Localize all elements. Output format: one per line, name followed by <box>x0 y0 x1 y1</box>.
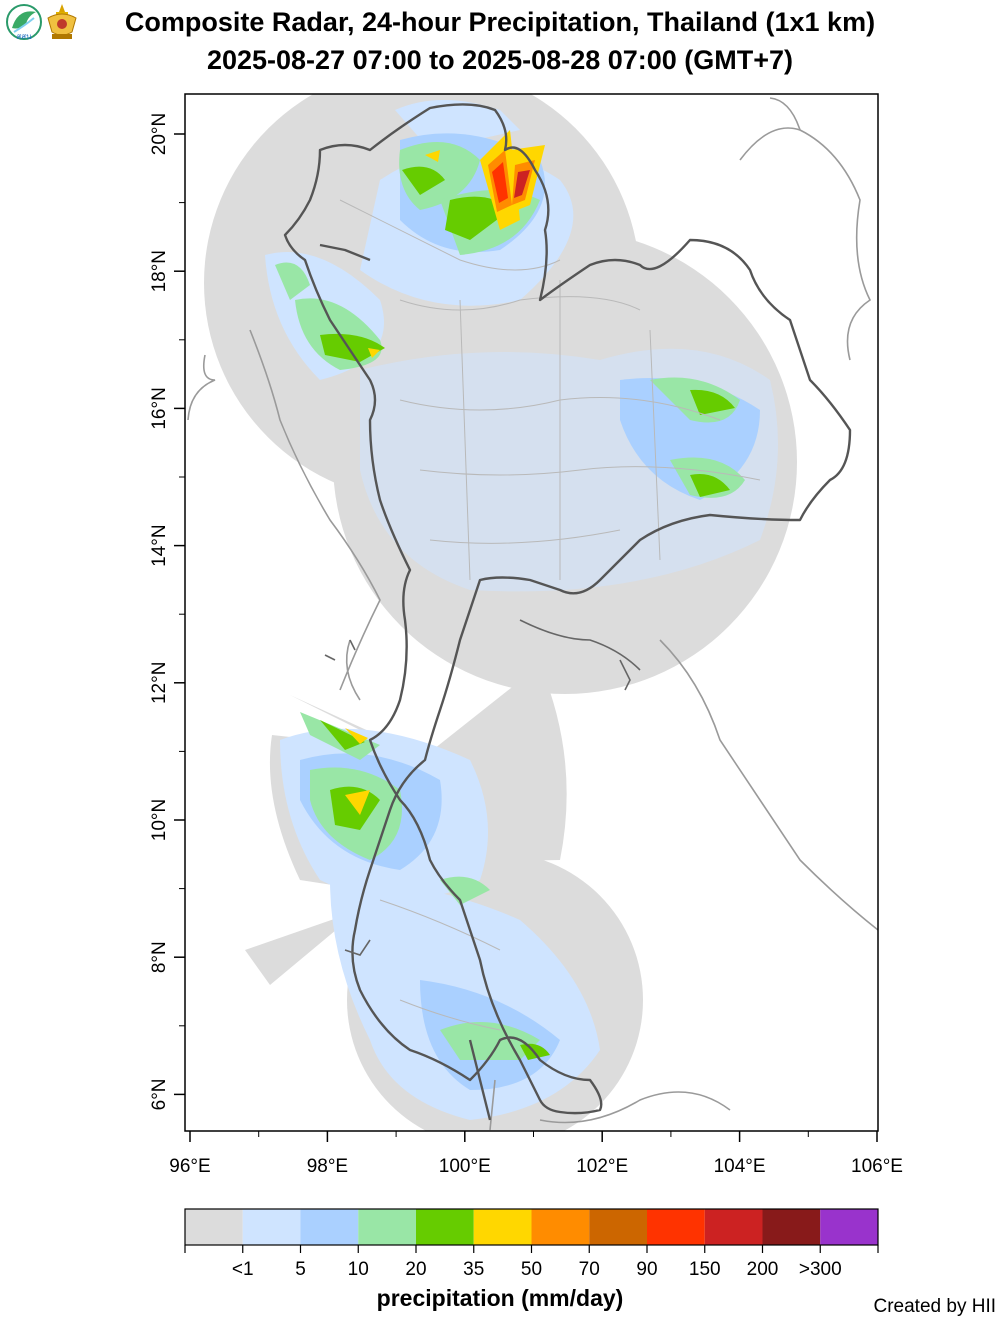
map-frame <box>184 93 879 1132</box>
map-panel <box>187 94 878 1131</box>
logo-text: สสน <box>16 32 32 41</box>
coastline <box>324 619 641 956</box>
royal-emblem-icon <box>44 2 80 47</box>
legend-swatch <box>300 1209 359 1245</box>
legend-swatch <box>704 1209 763 1245</box>
legend-label: 10 <box>347 1259 369 1280</box>
legend-label: 150 <box>688 1259 721 1280</box>
y-axis: 6°N 8°N 10°N 12°N 14°N 16°N 18°N 20°N <box>149 113 185 1110</box>
legend-colorbar <box>184 1208 879 1253</box>
x-tick-label: 98°E <box>307 1156 348 1177</box>
y-tick-label: 12°N <box>149 662 170 704</box>
legend-swatch <box>242 1209 301 1245</box>
legend-label: 35 <box>463 1259 485 1280</box>
legend-swatch <box>820 1209 878 1245</box>
rain-extreme <box>345 130 545 815</box>
legend-swatch <box>762 1209 821 1245</box>
x-tick-label: 100°E <box>439 1156 491 1177</box>
legend-label: >300 <box>798 1259 842 1280</box>
legend-label: 50 <box>520 1259 543 1280</box>
legend-swatch <box>416 1209 474 1245</box>
legend-label: 90 <box>636 1259 658 1280</box>
y-tick-label: 14°N <box>149 524 170 566</box>
legend-label: <1 <box>231 1259 254 1280</box>
y-tick-label: 8°N <box>149 941 170 973</box>
legend-label: 20 <box>405 1259 427 1280</box>
y-tick-label: 6°N <box>149 1078 170 1110</box>
y-tick-label: 10°N <box>149 799 170 841</box>
x-tick-label: 106°E <box>851 1156 903 1177</box>
legend-swatch <box>358 1209 416 1245</box>
thailand-border <box>283 103 852 1121</box>
legend-swatch <box>473 1209 532 1245</box>
neighbour-borders <box>187 97 878 1131</box>
y-tick-label: 18°N <box>149 250 170 292</box>
y-tick-label: 16°N <box>149 387 170 429</box>
credit-text: Created by HII <box>873 1296 997 1317</box>
x-tick-label: 102°E <box>576 1156 628 1177</box>
legend-label: 5 <box>295 1259 306 1280</box>
x-axis: 96°E 98°E 100°E 102°E 104°E 106°E <box>169 1131 903 1177</box>
legend-swatch <box>589 1209 647 1245</box>
map-subtitle: 2025-08-27 07:00 to 2025-08-28 07:00 (GM… <box>206 45 794 75</box>
x-tick-label: 96°E <box>169 1156 210 1177</box>
legend-label: 70 <box>578 1259 600 1280</box>
y-tick-label: 20°N <box>149 113 170 155</box>
rain-very-heavy <box>320 166 735 1060</box>
legend-swatch <box>647 1209 705 1245</box>
x-tick-label: 104°E <box>714 1156 766 1177</box>
leaf-logo-icon: สสน <box>4 2 44 47</box>
legend-swatch <box>531 1209 590 1245</box>
legend-title: precipitation (mm/day) <box>376 1285 624 1311</box>
map-title: Composite Radar, 24-hour Precipitation, … <box>124 7 876 37</box>
legend-swatch <box>185 1209 243 1245</box>
legend-label: 200 <box>746 1259 779 1280</box>
province-borders <box>339 199 761 1031</box>
